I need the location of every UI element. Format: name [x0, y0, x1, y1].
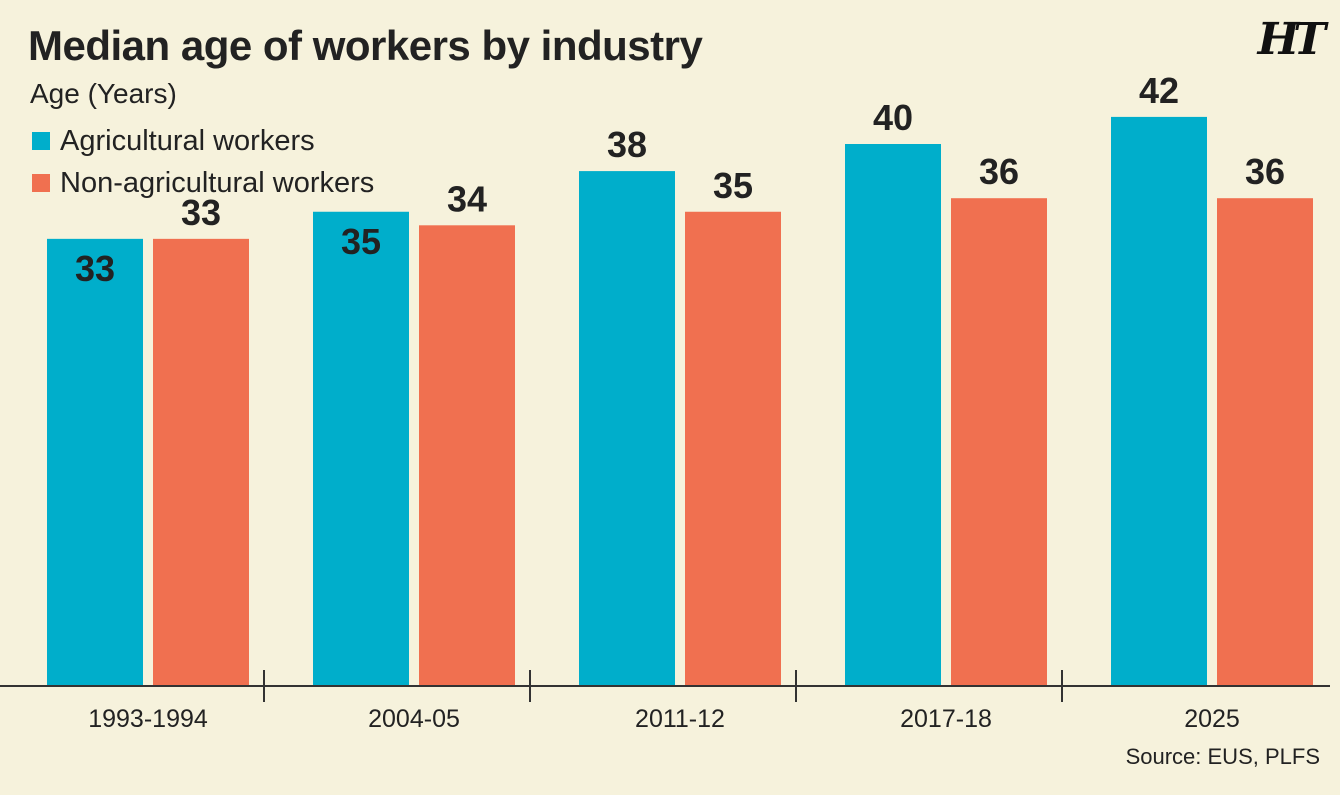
category-label: 2011-12	[635, 705, 725, 733]
bar-non-agricultural-2011-12	[685, 211, 781, 686]
category-label: 1993-1994	[88, 705, 208, 733]
source-note: Source: EUS, PLFS	[1125, 744, 1320, 769]
category-label: 2004-05	[368, 705, 460, 733]
chart-title: Median age of workers by industry	[28, 22, 703, 69]
legend-swatch-non-agricultural	[32, 174, 50, 192]
legend: Agricultural workers Non-agricultural wo…	[32, 120, 374, 204]
value-label: 40	[873, 97, 913, 138]
bar-non-agricultural-1993-1994	[153, 238, 249, 686]
value-label: 38	[607, 124, 647, 165]
y-axis-label: Age (Years)	[30, 78, 177, 109]
legend-label-non-agricultural: Non-agricultural workers	[60, 166, 375, 199]
value-label: 35	[713, 165, 753, 206]
bar-agricultural-2011-12	[579, 171, 675, 687]
bar-agricultural-2017-18	[845, 144, 941, 686]
legend-item-agricultural: Agricultural workers	[32, 120, 374, 162]
category-label: 2025	[1184, 705, 1240, 733]
bar-agricultural-2025	[1111, 116, 1207, 686]
value-label: 35	[341, 221, 381, 262]
bar-agricultural-1993-1994	[47, 238, 143, 686]
category-label: 2017-18	[900, 705, 992, 733]
ht-logo: HT	[1257, 14, 1326, 65]
value-label: 36	[1245, 151, 1285, 192]
value-label: 34	[447, 178, 487, 219]
bar-agricultural-2004-05	[313, 211, 409, 686]
bar-non-agricultural-2017-18	[951, 198, 1047, 686]
value-label: 36	[979, 151, 1019, 192]
bar-non-agricultural-2004-05	[419, 225, 515, 687]
value-label: 33	[75, 248, 115, 289]
legend-item-non-agricultural: Non-agricultural workers	[32, 162, 374, 204]
legend-swatch-agricultural	[32, 132, 50, 150]
value-label: 42	[1139, 70, 1179, 111]
value-label: 33	[181, 192, 221, 233]
bar-non-agricultural-2025	[1217, 198, 1313, 686]
legend-label-agricultural: Agricultural workers	[60, 124, 315, 157]
